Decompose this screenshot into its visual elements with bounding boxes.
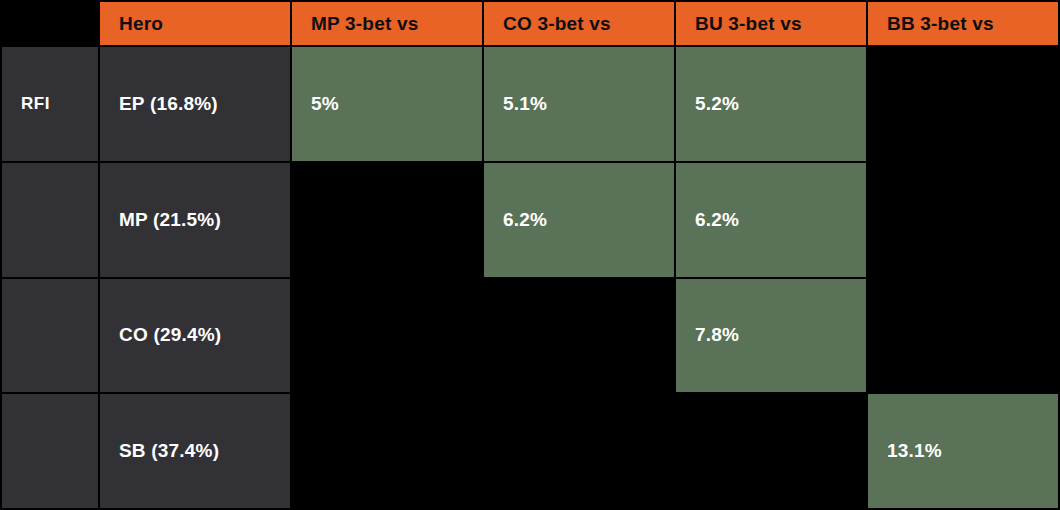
row-group-label-rfi: RFI: [2, 47, 98, 161]
value-cell-co-bb: [868, 279, 1058, 393]
hero-cell-sb: SB (37.4%): [100, 394, 290, 508]
row-group-label-empty: [2, 394, 98, 508]
value-cell-ep-bb: [868, 47, 1058, 161]
column-header-bu-3bet: BU 3-bet vs: [676, 2, 866, 45]
value-cell-sb-bb: 13.1%: [868, 394, 1058, 508]
value-cell-ep-co: 5.1%: [484, 47, 674, 161]
value-cell-mp-bb: [868, 163, 1058, 277]
column-header-bb-3bet: BB 3-bet vs: [868, 2, 1058, 45]
value-cell-ep-bu: 5.2%: [676, 47, 866, 161]
row-group-label-empty: [2, 163, 98, 277]
value-cell-mp-co: 6.2%: [484, 163, 674, 277]
hero-cell-mp: MP (21.5%): [100, 163, 290, 277]
value-cell-sb-co: [484, 394, 674, 508]
corner-cell: [2, 2, 98, 45]
hero-cell-ep: EP (16.8%): [100, 47, 290, 161]
value-cell-co-mp: [292, 279, 482, 393]
value-cell-mp-bu: 6.2%: [676, 163, 866, 277]
value-cell-sb-mp: [292, 394, 482, 508]
rfi-3bet-table: Hero MP 3-bet vs CO 3-bet vs BU 3-bet vs…: [0, 0, 1060, 510]
value-cell-mp-mp: [292, 163, 482, 277]
column-header-hero: Hero: [100, 2, 290, 45]
hero-cell-co: CO (29.4%): [100, 279, 290, 393]
value-cell-ep-mp: 5%: [292, 47, 482, 161]
value-cell-co-bu: 7.8%: [676, 279, 866, 393]
value-cell-co-co: [484, 279, 674, 393]
column-header-co-3bet: CO 3-bet vs: [484, 2, 674, 45]
value-cell-sb-bu: [676, 394, 866, 508]
column-header-mp-3bet: MP 3-bet vs: [292, 2, 482, 45]
row-group-label-empty: [2, 279, 98, 393]
